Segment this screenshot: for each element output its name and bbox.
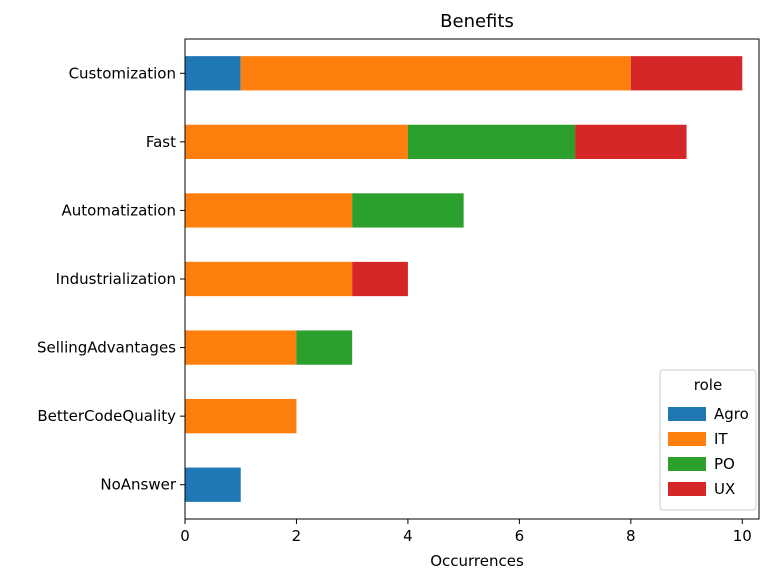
y-tick-label: Fast <box>146 133 176 151</box>
bar-fast-ux <box>575 124 687 159</box>
bar-customization-ux <box>630 56 743 91</box>
bar-customization-agro <box>185 56 241 91</box>
legend-swatch-ux <box>668 482 706 496</box>
bar-industrialization-ux <box>352 261 408 297</box>
y-tick-label: NoAnswer <box>100 476 176 494</box>
legend-swatch-agro <box>668 407 706 421</box>
bar-fast-it <box>185 124 408 159</box>
bar-industrialization-it <box>185 261 353 297</box>
bar-fast-po <box>407 124 576 159</box>
legend-label-ux: UX <box>714 480 735 498</box>
legend-title: role <box>694 376 722 394</box>
legend-label-po: PO <box>714 455 735 473</box>
bar-customization-it <box>240 56 631 91</box>
y-tick-label: Automatization <box>62 201 176 219</box>
bar-sellingadvantages-po <box>296 330 353 365</box>
y-tick-label: Customization <box>69 64 176 82</box>
plot-frame <box>184 38 760 520</box>
bars-layer <box>185 56 743 502</box>
chart-title: Benefits <box>440 11 514 32</box>
x-tick-label: 6 <box>515 527 525 545</box>
bar-bettercodequality-it <box>185 399 297 434</box>
legend: role Agro IT PO UX <box>659 369 757 511</box>
bar-automatization-po <box>352 193 464 228</box>
legend-swatch-po <box>668 457 706 471</box>
legend-swatch-it <box>668 432 706 446</box>
legend-label-agro: Agro <box>714 405 749 423</box>
x-tick-label: 10 <box>733 527 752 545</box>
x-tick-label: 2 <box>292 527 302 545</box>
y-tick-label: Industrialization <box>56 270 176 288</box>
legend-label-it: IT <box>714 430 728 448</box>
legend-box <box>659 369 757 511</box>
axes-layer: Customization Fast Automatization Industria… <box>37 38 760 545</box>
bar-sellingadvantages-it <box>185 330 297 365</box>
x-tick-label: 4 <box>403 527 413 545</box>
bar-noanswer-agro <box>185 467 241 502</box>
x-tick-label: 0 <box>180 527 190 545</box>
y-tick-label: BetterCodeQuality <box>37 407 176 425</box>
x-tick-label: 8 <box>626 527 636 545</box>
bar-automatization-it <box>185 193 353 228</box>
x-axis-label: Occurrences <box>430 552 524 570</box>
y-tick-label: SellingAdvantages <box>37 339 176 357</box>
